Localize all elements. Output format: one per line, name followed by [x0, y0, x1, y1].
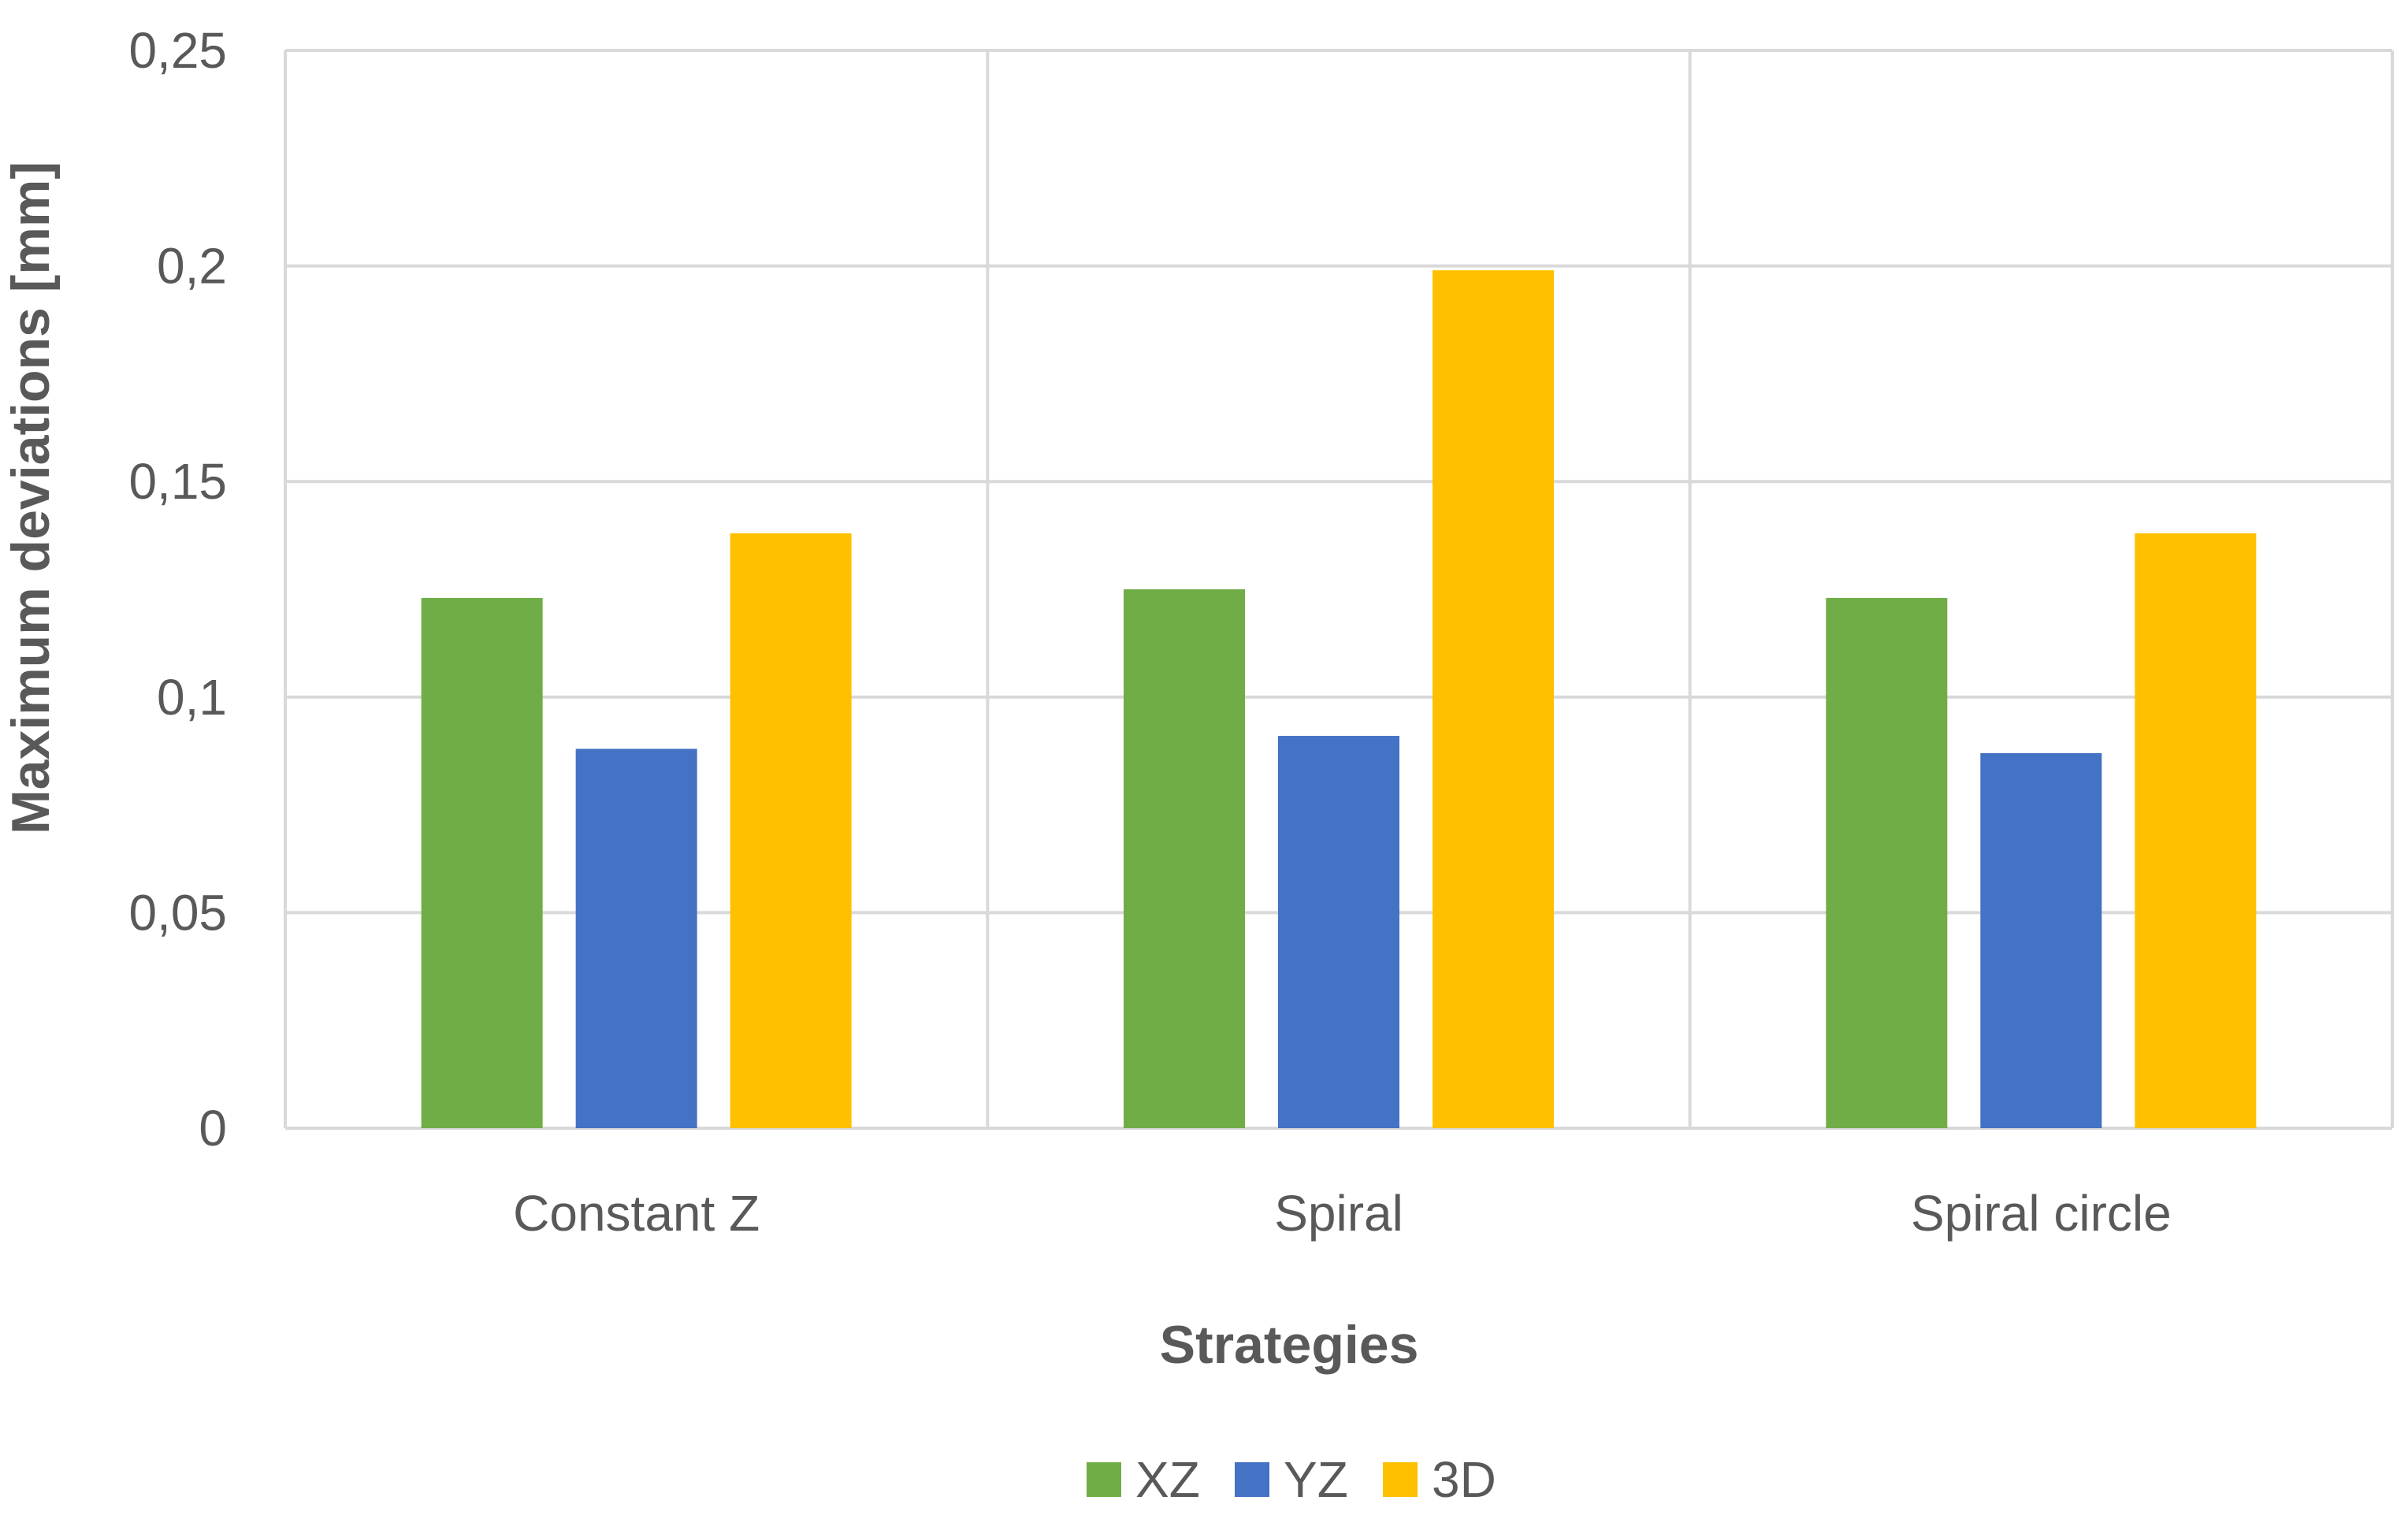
y-tick-labels: 0 0,05 0,1 0,15 0,2 0,25 [128, 22, 227, 1157]
legend-swatch-3d [1383, 1462, 1418, 1497]
bars-group [421, 270, 2257, 1128]
legend: XZ YZ 3D [1087, 1451, 1496, 1508]
x-category-label: Constant Z [513, 1185, 760, 1242]
bar-xz-2 [1124, 589, 1245, 1128]
y-tick-label: 0,05 [128, 884, 227, 941]
bar-yz-1 [575, 748, 697, 1128]
bar-xz-3 [1826, 597, 1948, 1128]
legend-label-3d: 3D [1432, 1451, 1496, 1508]
x-category-labels: Constant Z Spiral Spiral circle [513, 1185, 2172, 1242]
y-tick-label: 0,2 [157, 238, 227, 295]
legend-swatch-yz [1235, 1462, 1269, 1497]
bar-3d-3 [2135, 533, 2257, 1128]
x-axis-title: Strategies [1160, 1315, 1419, 1375]
bar-3d-1 [730, 533, 852, 1128]
x-category-label: Spiral circle [1911, 1185, 2172, 1242]
bar-yz-3 [1980, 752, 2102, 1128]
y-axis-title: Maximum deviations [mm] [1, 162, 61, 834]
bar-3d-2 [1433, 270, 1554, 1128]
legend-label-yz: YZ [1284, 1451, 1348, 1508]
y-tick-label: 0,15 [128, 453, 227, 510]
y-tick-label: 0,25 [128, 22, 227, 79]
y-tick-label: 0,1 [157, 669, 227, 726]
bar-xz-1 [421, 597, 543, 1128]
legend-label-xz: XZ [1135, 1451, 1200, 1508]
bar-yz-2 [1278, 736, 1399, 1128]
y-tick-label: 0 [199, 1100, 227, 1157]
x-category-label: Spiral [1274, 1185, 1403, 1242]
legend-swatch-xz [1087, 1462, 1121, 1497]
